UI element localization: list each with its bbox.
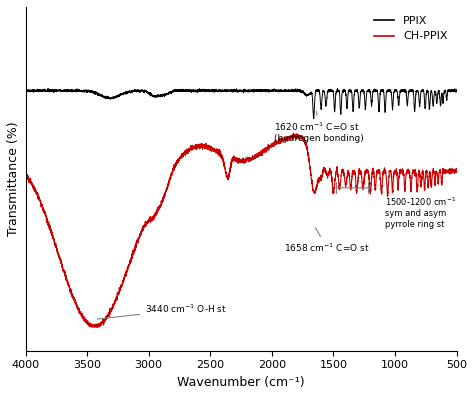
CH-PPIX (441, 170, 447, 175)
PPIX (336, 89, 342, 94)
CH-PPIX (291, 131, 296, 136)
PPIX (419, 88, 425, 93)
CH-PPIX (23, 173, 28, 178)
PPIX (311, 116, 317, 121)
PPIX (228, 88, 233, 93)
CH-PPIX (87, 324, 92, 329)
CH-PPIX (336, 182, 342, 187)
CH-PPIX (419, 172, 425, 177)
CH-PPIX (454, 167, 459, 171)
CH-PPIX (204, 145, 210, 150)
Text: 3440 cm$^{-1}$ O-H st: 3440 cm$^{-1}$ O-H st (97, 303, 227, 319)
Line: CH-PPIX: CH-PPIX (26, 133, 456, 327)
Y-axis label: Transmittance (%): Transmittance (%) (7, 122, 20, 236)
PPIX (441, 96, 447, 101)
Line: PPIX: PPIX (26, 88, 456, 119)
Text: 1658 cm$^{-1}$ C=O st: 1658 cm$^{-1}$ C=O st (284, 228, 370, 254)
PPIX (454, 88, 459, 93)
PPIX (23, 88, 28, 93)
Text: 1500-1200 cm$^{-1}$
sym and asym
pyrrole ring st: 1500-1200 cm$^{-1}$ sym and asym pyrrole… (385, 195, 456, 228)
PPIX (207, 89, 213, 94)
Text: 1620 cm$^{-1}$ C=O st
(hydrogen bonding): 1620 cm$^{-1}$ C=O st (hydrogen bonding) (274, 111, 364, 143)
CH-PPIX (207, 145, 213, 150)
Legend: PPIX, CH-PPIX: PPIX, CH-PPIX (371, 13, 451, 45)
PPIX (335, 86, 340, 91)
CH-PPIX (228, 168, 233, 173)
PPIX (204, 88, 210, 93)
X-axis label: Wavenumber (cm⁻¹): Wavenumber (cm⁻¹) (177, 376, 305, 389)
